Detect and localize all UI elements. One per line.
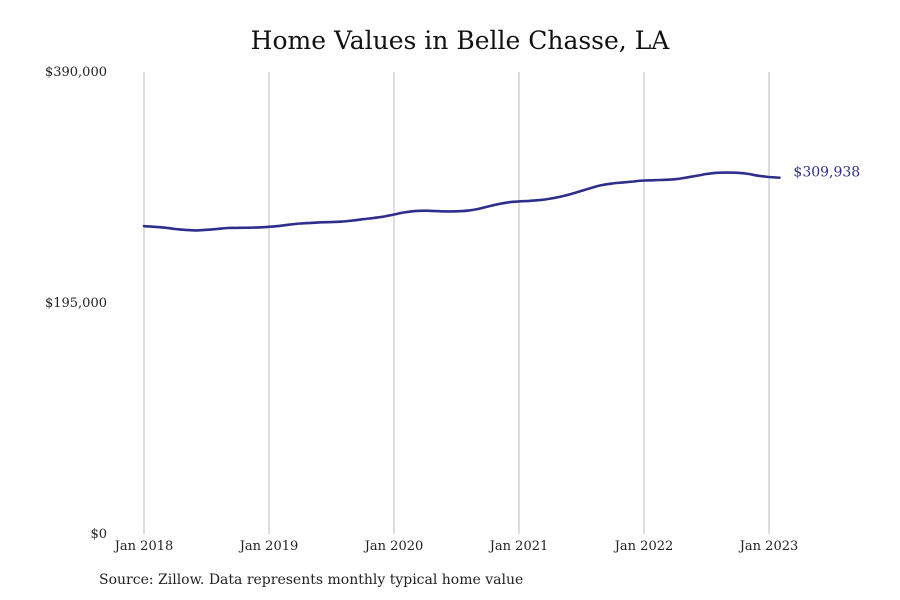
- data-point: [174, 228, 177, 230]
- y-axis-tick-labels: $0 $195,000 $390,000: [45, 65, 107, 542]
- data-point: [591, 186, 593, 189]
- data-point: [757, 174, 760, 177]
- data-point: [538, 199, 541, 202]
- data-point: [382, 215, 385, 218]
- data-point: [288, 223, 291, 226]
- x-tick-label: Jan 2019: [238, 539, 299, 554]
- y-tick-label: $195,000: [45, 296, 107, 311]
- data-point: [143, 225, 145, 228]
- end-value-label: $309,938: [793, 165, 860, 181]
- data-point: [434, 210, 437, 213]
- data-point: [570, 193, 572, 195]
- data-point: [445, 210, 447, 213]
- data-point: [653, 179, 656, 182]
- series-layer: $309,938: [142, 165, 860, 232]
- series-line: [142, 171, 781, 232]
- data-point: [611, 182, 614, 185]
- data-point: [351, 219, 354, 222]
- x-tick-label: Jan 2022: [613, 539, 674, 554]
- data-point: [320, 221, 322, 224]
- x-tick-label: Jan 2020: [363, 539, 424, 554]
- data-point: [309, 222, 312, 224]
- data-point: [299, 222, 302, 225]
- y-tick-label: $0: [90, 527, 107, 542]
- data-point: [424, 209, 427, 212]
- data-point: [580, 190, 583, 192]
- data-point: [195, 229, 198, 232]
- data-point: [632, 180, 635, 183]
- y-tick-label: $390,000: [45, 65, 107, 80]
- x-tick-label: Jan 2018: [113, 539, 174, 554]
- data-point: [768, 176, 770, 178]
- data-point: [507, 201, 510, 204]
- data-point: [549, 197, 552, 200]
- data-point: [643, 179, 645, 182]
- data-point: [236, 226, 239, 229]
- chart-title: Home Values in Belle Chasse, LA: [250, 26, 670, 55]
- data-point: [268, 225, 270, 228]
- data-point: [205, 228, 208, 231]
- data-point: [486, 205, 489, 208]
- data-point: [528, 200, 531, 202]
- data-point: [393, 213, 395, 216]
- data-point: [674, 178, 677, 181]
- data-point: [247, 226, 250, 229]
- data-point: [622, 181, 625, 184]
- data-point: [216, 228, 218, 230]
- data-point: [716, 171, 718, 174]
- data-point: [476, 208, 479, 211]
- x-tick-label: Jan 2023: [738, 539, 799, 554]
- data-point: [705, 173, 708, 175]
- data-point: [601, 184, 604, 186]
- data-point: [726, 171, 729, 174]
- data-point: [778, 176, 781, 179]
- data-point: [361, 218, 364, 221]
- data-point: [330, 221, 333, 224]
- data-point: [684, 176, 687, 179]
- data-point: [257, 226, 260, 229]
- data-point: [372, 217, 375, 220]
- source-note: Source: Zillow. Data represents monthly …: [99, 572, 524, 588]
- data-point: [163, 226, 166, 229]
- data-point: [278, 225, 281, 227]
- data-point: [466, 209, 468, 212]
- x-axis-tick-labels: Jan 2018 Jan 2019 Jan 2020 Jan 2021 Jan 2022…: [113, 539, 799, 554]
- data-point: [663, 178, 666, 181]
- data-point: [403, 211, 406, 214]
- data-point: [747, 173, 750, 175]
- data-point: [341, 220, 343, 223]
- data-point: [497, 203, 500, 206]
- data-point: [518, 200, 520, 203]
- data-point: [559, 195, 562, 198]
- x-tick-label: Jan 2021: [488, 539, 549, 554]
- data-point: [226, 227, 229, 229]
- data-point: [736, 171, 739, 174]
- gridlines: [143, 72, 770, 534]
- data-point: [184, 229, 187, 231]
- data-point: [413, 210, 416, 213]
- data-point: [153, 225, 156, 228]
- data-point: [455, 210, 458, 213]
- data-point: [695, 175, 697, 177]
